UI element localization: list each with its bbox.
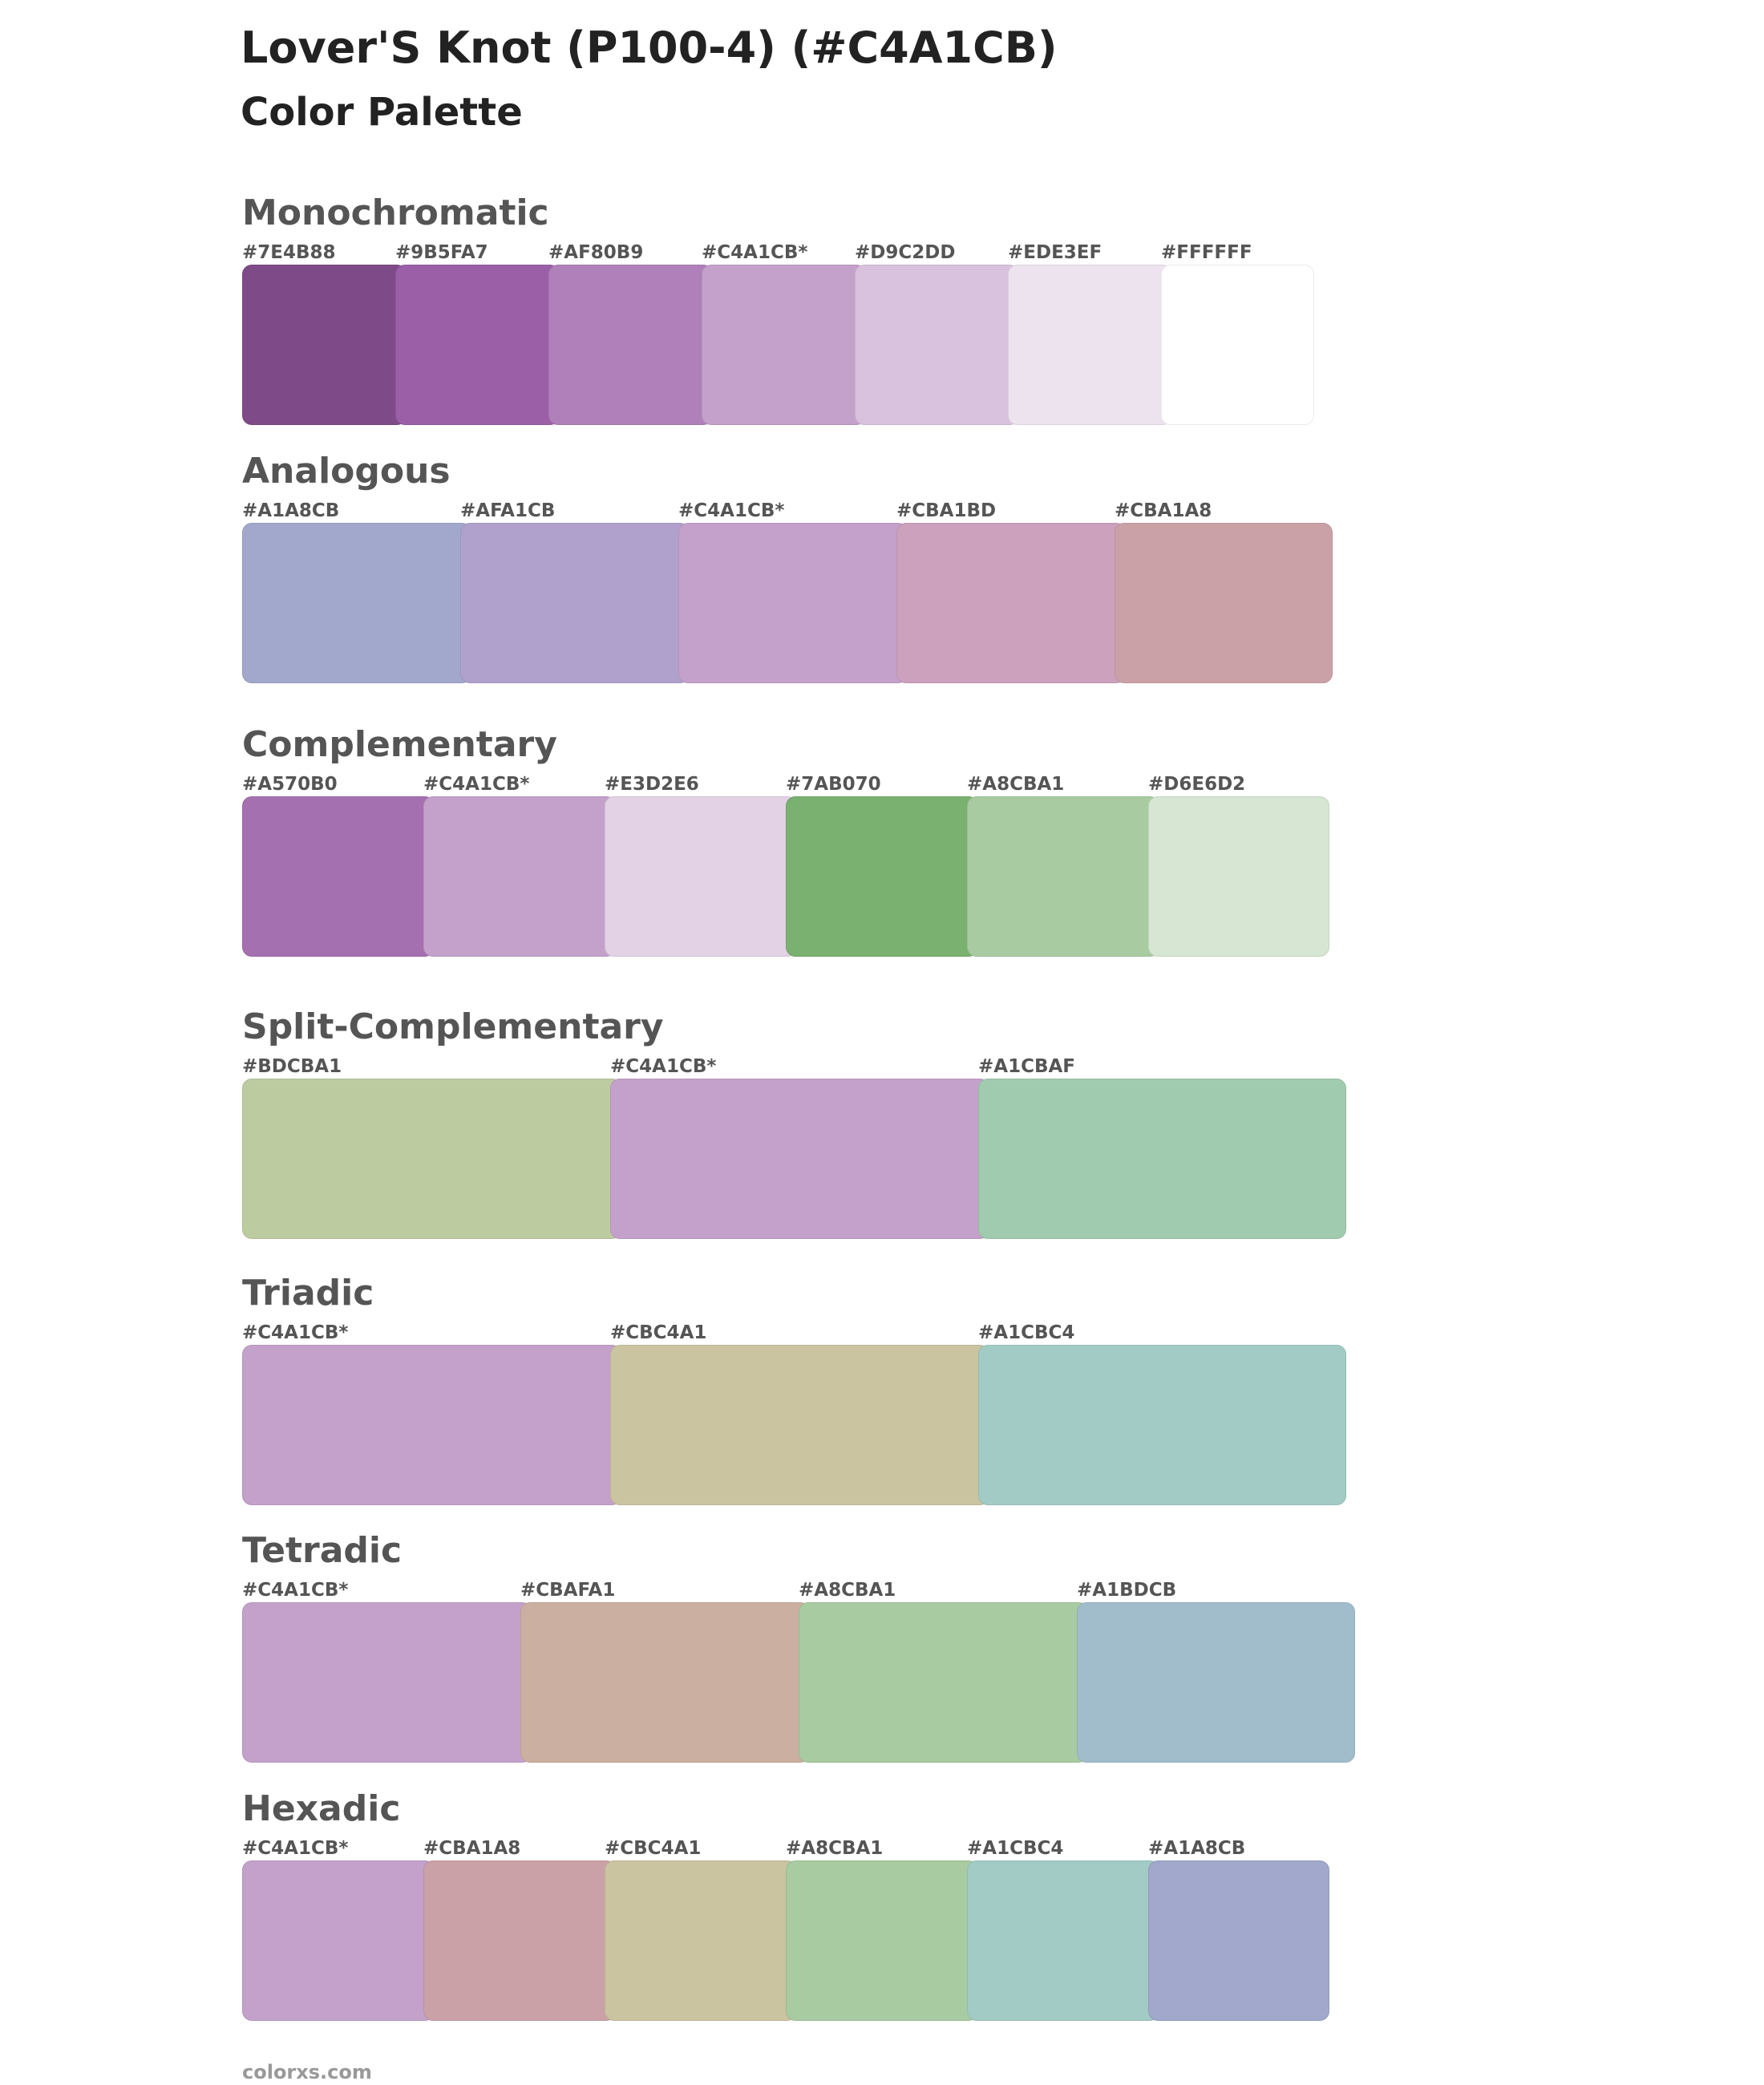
color-swatch[interactable] <box>395 265 560 425</box>
swatch-label: #EDE3EF <box>1008 242 1102 263</box>
swatch-label: #CBA1A8 <box>1115 500 1212 521</box>
swatch-label: #C4A1CB* <box>423 774 530 795</box>
swatch-label: #C4A1CB* <box>678 500 785 521</box>
color-swatch[interactable] <box>799 1602 1088 1763</box>
swatch-label: #D9C2DD <box>855 242 956 263</box>
color-swatch[interactable] <box>242 523 471 683</box>
swatch-label: #7AB070 <box>786 774 881 795</box>
color-swatch[interactable] <box>242 1860 435 2021</box>
swatch-label: #CBC4A1 <box>605 1838 702 1859</box>
page-subtitle: Color Palette <box>241 90 523 135</box>
color-swatch[interactable] <box>605 1860 797 2021</box>
swatch-label: #D6E6D2 <box>1148 774 1246 795</box>
swatch-label: #C4A1CB* <box>702 242 808 263</box>
swatch-label: #CBC4A1 <box>610 1322 707 1343</box>
color-swatch[interactable] <box>855 265 1019 425</box>
color-swatch[interactable] <box>423 796 616 957</box>
color-swatch[interactable] <box>967 796 1159 957</box>
section-title: Monochromatic <box>242 192 549 233</box>
swatch-label: #A570B0 <box>242 774 338 795</box>
swatch-label: #C4A1CB* <box>242 1322 349 1343</box>
section-title: Triadic <box>242 1273 374 1314</box>
swatch-label: #CBAFA1 <box>520 1580 616 1601</box>
swatch-label: #A1CBAF <box>978 1056 1075 1077</box>
swatch-label: #A1A8CB <box>1148 1838 1246 1859</box>
swatch-label: #A1CBC4 <box>967 1838 1064 1859</box>
section-title: Tetradic <box>242 1530 403 1571</box>
swatch-label: #AF80B9 <box>548 242 644 263</box>
color-swatch[interactable] <box>967 1860 1159 2021</box>
swatch-label: #CBA1A8 <box>423 1838 521 1859</box>
color-swatch[interactable] <box>1008 265 1172 425</box>
color-swatch[interactable] <box>242 796 435 957</box>
swatch-label: #C4A1CB* <box>242 1580 349 1601</box>
color-swatch[interactable] <box>1161 265 1314 425</box>
color-swatch[interactable] <box>548 265 713 425</box>
color-swatch[interactable] <box>605 796 797 957</box>
color-swatch[interactable] <box>1077 1602 1355 1763</box>
color-swatch[interactable] <box>1115 523 1333 683</box>
page-title: Lover'S Knot (P100-4) (#C4A1CB) <box>241 22 1058 73</box>
color-swatch[interactable] <box>610 1079 989 1239</box>
section-title: Hexadic <box>242 1788 401 1829</box>
swatch-label: #A8CBA1 <box>967 774 1065 795</box>
swatch-label: #FFFFFF <box>1161 242 1252 263</box>
color-swatch[interactable] <box>702 265 866 425</box>
color-swatch[interactable] <box>978 1345 1346 1505</box>
swatch-label: #7E4B88 <box>242 242 336 263</box>
color-swatch[interactable] <box>460 523 690 683</box>
swatch-label: #C4A1CB* <box>242 1838 349 1859</box>
color-swatch[interactable] <box>896 523 1126 683</box>
color-swatch[interactable] <box>423 1860 616 2021</box>
section-title: Analogous <box>242 451 451 492</box>
swatch-label: #CBA1BD <box>896 500 997 521</box>
color-swatch[interactable] <box>786 796 978 957</box>
swatch-label: #A1A8CB <box>242 500 340 521</box>
color-swatch[interactable] <box>242 1602 532 1763</box>
swatch-label: #A1BDCB <box>1077 1580 1177 1601</box>
color-swatch[interactable] <box>242 265 407 425</box>
color-swatch[interactable] <box>786 1860 978 2021</box>
swatch-label: #A8CBA1 <box>786 1838 884 1859</box>
swatch-label: #AFA1CB <box>460 500 556 521</box>
color-swatch[interactable] <box>1148 796 1329 957</box>
footer-link[interactable]: colorxs.com <box>242 2061 372 2083</box>
swatch-label: #C4A1CB* <box>610 1056 717 1077</box>
section-title: Complementary <box>242 724 557 765</box>
color-swatch[interactable] <box>978 1079 1346 1239</box>
swatch-label: #E3D2E6 <box>605 774 699 795</box>
color-swatch[interactable] <box>520 1602 810 1763</box>
color-swatch[interactable] <box>678 523 908 683</box>
swatch-label: #9B5FA7 <box>395 242 488 263</box>
swatch-label: #BDCBA1 <box>242 1056 342 1077</box>
swatch-label: #A8CBA1 <box>799 1580 896 1601</box>
color-swatch[interactable] <box>242 1345 621 1505</box>
swatch-label: #A1CBC4 <box>978 1322 1075 1343</box>
color-swatch[interactable] <box>1148 1860 1329 2021</box>
color-swatch[interactable] <box>610 1345 989 1505</box>
section-title: Split-Complementary <box>242 1006 664 1047</box>
color-swatch[interactable] <box>242 1079 621 1239</box>
